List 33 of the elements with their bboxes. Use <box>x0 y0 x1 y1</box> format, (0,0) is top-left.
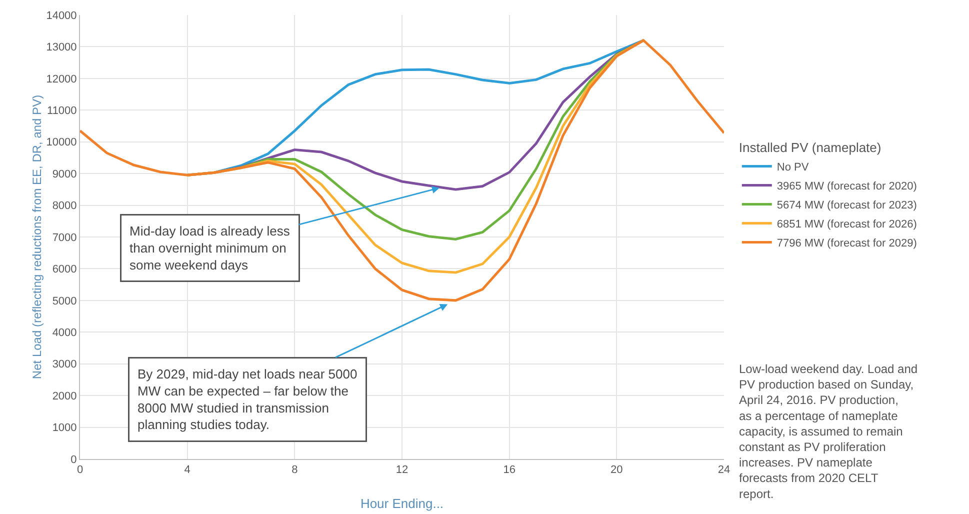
annotation: By 2029, mid-day net loads near 5000 MW can be expected – far below the 8000 MW studied in transmission planning studies today. <box>138 366 358 432</box>
y-tick-label: 5000 <box>52 295 77 308</box>
y-tick-label: 10000 <box>46 136 77 149</box>
y-tick-label: 11000 <box>47 104 77 117</box>
x-tick-label: 24 <box>718 464 730 476</box>
line-series <box>80 39 724 302</box>
x-tick-label: 16 <box>503 464 516 476</box>
y-tick-label: 1000 <box>52 422 77 434</box>
y-tick-label: 8000 <box>52 200 77 212</box>
x-tick-label: 20 <box>610 464 623 476</box>
annotation: Mid-day load is already less than overnight minimum on some weekend days <box>130 224 290 272</box>
legend-label: 5674 MW (forecast for 2023) <box>776 200 917 212</box>
legend-label: No PV <box>776 162 810 174</box>
y-tick-label: 0 <box>70 454 77 466</box>
y-tick-label: 13000 <box>46 42 77 54</box>
legend-label: 7796 MW (forecast for 2029) <box>776 238 917 250</box>
x-tick-label: 8 <box>292 464 298 476</box>
y-axis-title: Net Load (reflecting reductions from EE, DR, and PV) <box>30 94 44 380</box>
y-tick-label: 12000 <box>46 73 77 86</box>
legend-title: Installed PV (nameplate) <box>738 140 882 155</box>
x-tick-label: 4 <box>184 464 190 476</box>
y-tick-label: 6000 <box>52 264 77 276</box>
y-tick-label: 4000 <box>52 326 77 339</box>
text: Low-load weekend day. Load and PV production based on Sunday, April 24, 2016. PV production, as a percentage of nameplate capacity, is assumed to remain constant as PV proliferation increases. PV nameplate forecasts from 2020 CELT report. <box>739 362 918 501</box>
y-tick-label: 2000 <box>52 390 77 402</box>
y-tick-label: 3000 <box>52 358 77 371</box>
y-tick-label: 9000 <box>52 168 77 180</box>
x-tick-label: 12 <box>396 464 408 476</box>
legend-label: 6851 MW (forecast for 2026) <box>776 218 917 231</box>
y-tick-label: 14000 <box>46 10 77 22</box>
legend-label: 3965 MW (forecast for 2020) <box>776 180 917 193</box>
x-axis-title: Hour Ending... <box>360 496 444 511</box>
y-tick-label: 7000 <box>52 232 77 244</box>
